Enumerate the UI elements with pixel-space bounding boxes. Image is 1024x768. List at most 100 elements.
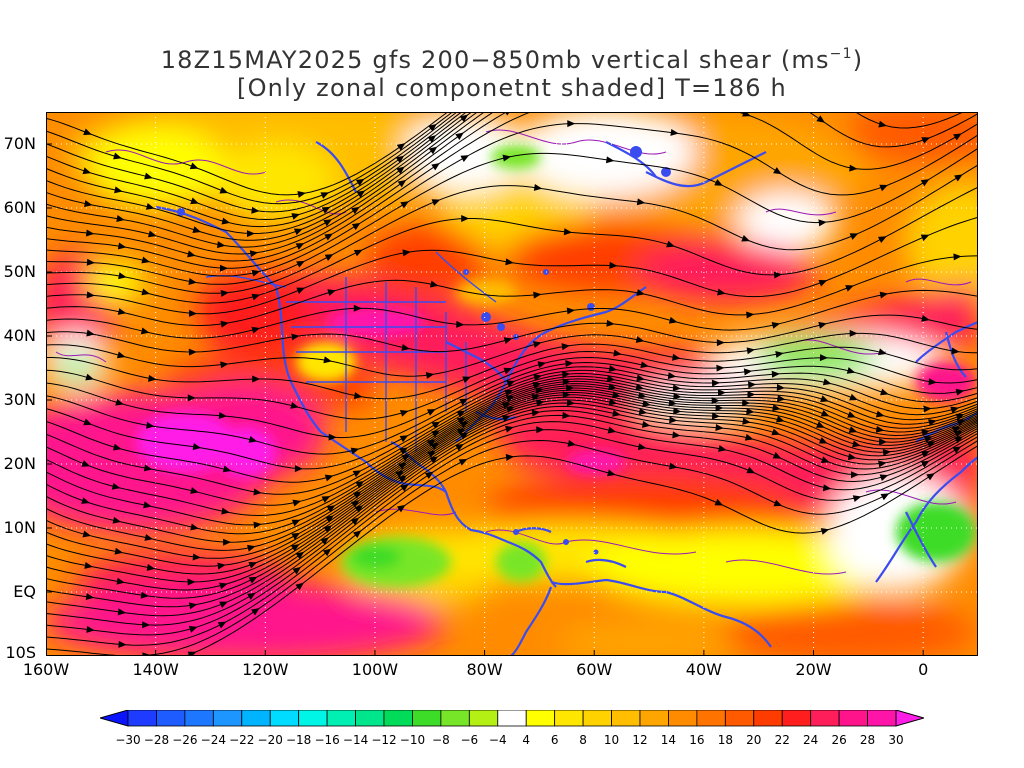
colorbar-swatch <box>753 710 783 727</box>
streamline-arrow <box>400 483 409 492</box>
streamline-arrow <box>350 447 360 455</box>
streamline-arrow <box>533 291 542 299</box>
colorbar-swatch <box>212 710 243 727</box>
streamline-arrow <box>879 184 889 192</box>
streamline-arrow <box>954 174 963 182</box>
colorbar-swatch <box>497 710 527 727</box>
streamline-arrow <box>460 155 470 162</box>
streamline-arrow <box>920 179 930 187</box>
streamline-arrow <box>561 343 570 351</box>
streamline-arrow <box>717 288 726 296</box>
streamline-arrow <box>816 115 825 123</box>
streamline-arrow <box>746 347 756 355</box>
streamline-arrow <box>953 430 963 438</box>
streamline-arrow <box>116 215 125 222</box>
streamline-arrow <box>187 651 197 656</box>
streamline <box>46 112 473 235</box>
streamline <box>46 112 458 213</box>
colorbar-swatch <box>668 710 698 727</box>
streamline-arrow <box>771 321 781 329</box>
streamline-arrow <box>86 329 95 337</box>
state-borders <box>205 251 497 452</box>
streamline-arrow <box>847 453 857 461</box>
streamline-arrow <box>248 576 258 584</box>
colorbar-label: −16 <box>314 733 340 747</box>
streamline-arrow <box>775 350 784 358</box>
streamline <box>46 391 978 567</box>
streamline-arrow <box>818 219 827 227</box>
streamline-arrow <box>117 242 127 250</box>
streamline <box>46 112 468 228</box>
streamline-arrow <box>457 417 466 425</box>
lat-label: 60N <box>3 198 36 217</box>
streamline-arrow <box>748 381 757 389</box>
streamline-arrow <box>292 566 302 575</box>
streamline-arrow <box>82 530 92 538</box>
streamline-arrow <box>220 361 229 369</box>
streamline-arrow <box>772 404 781 412</box>
streamline-arrow <box>636 289 645 296</box>
streamline-arrow <box>246 544 256 552</box>
colorbar-over-arrow <box>895 710 924 727</box>
colorbar-label: −8 <box>432 733 450 747</box>
streamline-arrow <box>537 361 547 369</box>
streamline-arrow <box>743 368 753 376</box>
streamline-arrow <box>641 421 651 428</box>
streamline-arrow <box>672 431 681 439</box>
streamline-arrow <box>85 593 95 601</box>
streamline-arrow <box>297 191 306 198</box>
streamline-arrow <box>192 553 201 561</box>
streamline-arrow <box>818 321 827 329</box>
streamline-arrow <box>144 172 153 180</box>
streamline-arrow <box>187 394 196 402</box>
colorbar-swatch <box>468 710 499 727</box>
streamline-arrow <box>849 233 859 240</box>
streamline-arrow <box>503 367 513 375</box>
streamline-arrow <box>111 482 121 490</box>
streamline-arrow <box>324 254 334 261</box>
streamline-arrow <box>188 309 198 317</box>
streamline-arrow <box>877 236 887 244</box>
streamline-arrow <box>398 462 407 470</box>
streamline-arrow <box>607 469 616 477</box>
colorbar-label: −22 <box>229 733 255 747</box>
streamline <box>46 399 978 591</box>
streamline-arrow <box>742 399 751 407</box>
streamline-arrow <box>396 143 406 151</box>
streamline-arrow <box>776 394 786 402</box>
colorbar-label: 8 <box>579 733 587 747</box>
streamline-arrow <box>189 162 199 170</box>
streamlines <box>46 112 978 656</box>
streamline-arrow <box>567 120 576 128</box>
streamline-arrow <box>188 348 197 356</box>
streamline-arrow <box>400 201 409 209</box>
streamline-arrow <box>426 409 436 416</box>
streamline <box>46 216 978 315</box>
streamline-arrow <box>116 351 126 359</box>
streamline-arrow <box>771 370 780 378</box>
streamline-arrow <box>399 447 408 455</box>
streamline-arrow <box>950 406 959 414</box>
streamline-arrow <box>320 192 330 199</box>
streamline-arrow <box>324 233 333 241</box>
streamline-arrow <box>820 395 829 403</box>
streamline-arrow <box>117 308 127 315</box>
streamline-arrow <box>143 464 153 472</box>
streamline-arrow <box>81 497 90 504</box>
streamline-arrow <box>323 356 332 364</box>
streamline <box>46 112 965 255</box>
streamline-arrow <box>117 608 127 616</box>
streamline <box>46 289 978 339</box>
streamline-arrow <box>878 120 887 128</box>
streamline-arrow <box>566 384 575 392</box>
streamline-arrow <box>86 291 95 299</box>
colorbar-swatch <box>724 710 755 727</box>
colorbar-label: 12 <box>632 733 648 747</box>
lat-label: 10S <box>5 643 36 662</box>
streamline-arrow <box>506 380 516 388</box>
streamline-arrow <box>219 582 228 590</box>
streamline <box>46 380 978 526</box>
streamline-arrow <box>291 333 300 341</box>
streamline-arrow <box>711 397 720 405</box>
